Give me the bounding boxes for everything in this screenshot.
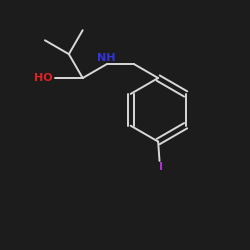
Text: I: I: [159, 162, 163, 172]
Text: NH: NH: [97, 53, 116, 63]
Text: HO: HO: [34, 73, 52, 83]
